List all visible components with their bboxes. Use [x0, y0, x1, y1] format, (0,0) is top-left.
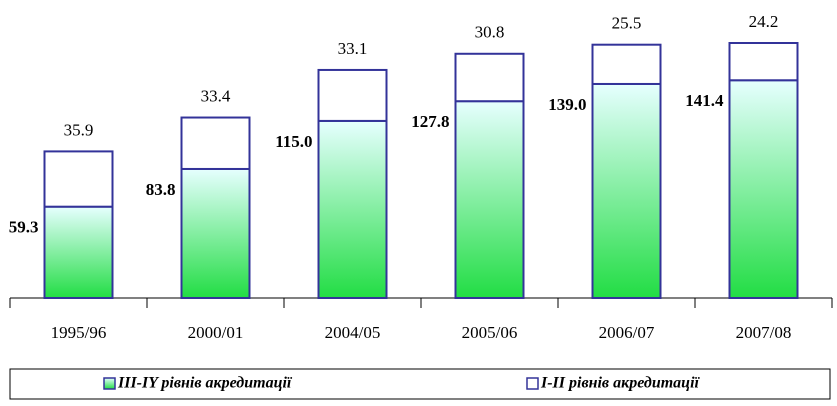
- x-tick-label: 2004/05: [325, 323, 381, 342]
- legend-label: III-IY рівнів акредитації: [117, 375, 293, 392]
- value-label: 33.4: [201, 86, 231, 105]
- legend-swatch: [103, 377, 116, 390]
- bar-segment: [180, 116, 251, 170]
- bar-segment: [591, 43, 662, 85]
- value-label: 35.9: [64, 120, 94, 139]
- bar-segment: [728, 42, 799, 82]
- value-label: 83.8: [146, 180, 176, 199]
- bar-segment: [43, 205, 114, 300]
- value-label: 33.1: [338, 39, 368, 58]
- bar-segment: [728, 79, 799, 299]
- legend-label: I-II рівнів акредитації: [540, 375, 701, 392]
- bar-segment: [317, 68, 388, 122]
- value-label: 25.5: [612, 14, 642, 33]
- legend-swatch: [526, 377, 539, 390]
- x-tick-label: 1995/96: [51, 323, 107, 342]
- value-label: 139.0: [548, 95, 586, 114]
- x-tick-label: 2006/07: [599, 323, 655, 342]
- bar-segment: [43, 150, 114, 208]
- value-label: 115.0: [275, 132, 312, 151]
- x-tick-label: 2007/08: [736, 323, 792, 342]
- bar-segment: [591, 82, 662, 299]
- value-label: 30.8: [475, 23, 505, 42]
- bar-segment: [317, 119, 388, 299]
- x-tick-label: 2005/06: [462, 323, 518, 342]
- bar-segment: [454, 100, 525, 299]
- value-label: 141.4: [685, 91, 724, 110]
- value-label: 127.8: [411, 112, 449, 131]
- x-tick-label: 2000/01: [188, 323, 244, 342]
- value-label: 59.3: [9, 218, 39, 237]
- value-label: 24.2: [749, 12, 779, 31]
- bar-segment: [180, 167, 251, 299]
- bar-segment: [454, 52, 525, 103]
- legend-box: [9, 368, 831, 400]
